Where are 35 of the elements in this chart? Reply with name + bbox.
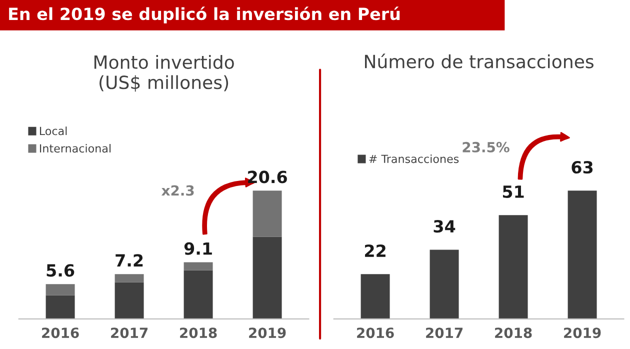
x-tick-label: 2016 xyxy=(357,328,394,338)
bar xyxy=(430,250,459,319)
bar xyxy=(184,270,213,319)
legend-label: Local xyxy=(40,126,67,136)
annotation: x2.3 xyxy=(162,185,194,196)
bar xyxy=(46,295,75,319)
text: En el 2019 se duplicó la inversión en Perú xyxy=(9,6,400,24)
legend-label: Internacional xyxy=(40,144,111,153)
x-tick-label: 2019 xyxy=(249,328,286,338)
annotation: 7.2 xyxy=(116,254,143,266)
x-tick-label: 2016 xyxy=(42,328,79,338)
annotation: 5.6 xyxy=(46,264,74,277)
x-tick-label: 2017 xyxy=(426,328,463,338)
chart-title: Monto invertido (US$ millones) xyxy=(94,54,234,92)
bar xyxy=(46,284,75,296)
text: 23.5% xyxy=(462,142,510,152)
x-tick-label: 2018 xyxy=(495,328,532,338)
data-label: 51 xyxy=(502,186,524,198)
annotation: 9.1 xyxy=(184,242,212,255)
x-tick-label: 2019 xyxy=(564,328,601,338)
x-tick-label: 2017 xyxy=(111,328,148,338)
bar xyxy=(114,274,144,282)
x-tick-label: 2018 xyxy=(180,328,217,338)
chart-title: Número de transacciones xyxy=(365,54,594,68)
bar xyxy=(568,190,597,319)
data-label: 34 xyxy=(434,220,456,233)
bar xyxy=(184,262,213,270)
bar xyxy=(360,274,390,319)
bar xyxy=(498,215,528,319)
annotation: 20.6 xyxy=(248,170,287,184)
bar xyxy=(252,236,282,319)
data-label: 22 xyxy=(365,244,386,257)
bar xyxy=(114,282,144,319)
legend-label: # Transacciones xyxy=(369,154,459,164)
data-label: 63 xyxy=(572,160,593,174)
